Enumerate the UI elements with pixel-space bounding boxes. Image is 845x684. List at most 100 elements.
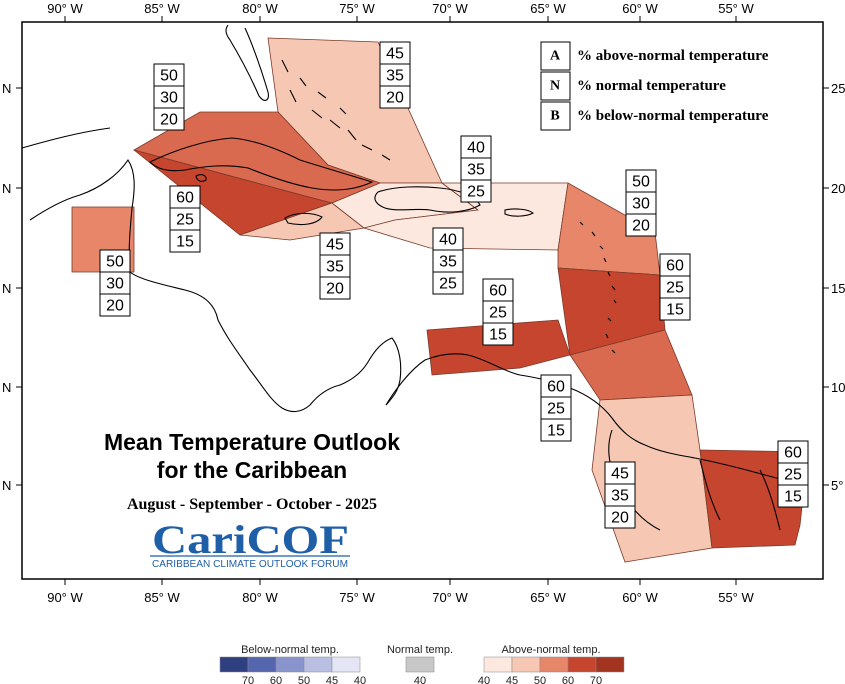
prob-value-n: 30: [106, 276, 124, 293]
lat-label-left: N: [2, 81, 11, 96]
logo-text: CariCOF: [152, 517, 349, 562]
lon-label: 75° W: [339, 590, 375, 605]
coastline-us-gulf: [21, 127, 111, 149]
lon-label: 65° W: [530, 590, 566, 605]
coastline-central-america: [29, 159, 402, 413]
prob-value-n: 25: [547, 401, 565, 418]
prob-value-a: 45: [611, 466, 629, 483]
lat-label-right: 15: [831, 281, 845, 296]
map-title: Mean Temperature Outlook: [104, 429, 400, 455]
prob-box-b: [169, 229, 201, 253]
prob-box-b: [432, 271, 464, 295]
region-abc-islands: [426, 319, 571, 376]
scale-swatch-normal: [405, 656, 435, 673]
color-scale: Below-normal temp. Normal temp. Above-no…: [219, 644, 625, 684]
prob-value-a: 45: [386, 46, 404, 63]
prob-value-b: 15: [176, 234, 194, 251]
lat-label-right: 5°: [831, 478, 843, 493]
lon-label: 75° W: [339, 1, 375, 16]
prob-value-n: 35: [326, 259, 344, 276]
prob-value-a: 50: [632, 174, 650, 191]
key-label: % below-normal temperature: [577, 108, 769, 124]
logo-tagline: CARIBBEAN CLIMATE OUTLOOK FORUM: [152, 559, 348, 570]
longitude-labels-bottom: 90° W 85° W 80° W 75° W 70° W 65° W 60° …: [47, 590, 754, 605]
longitude-labels-top: 90° W 85° W 80° W 75° W 70° W 65° W 60° …: [47, 1, 754, 16]
scale-swatch-below: [303, 656, 333, 673]
prob-box-b: [777, 484, 809, 508]
lat-label-right: 20: [831, 181, 845, 196]
coastline-florida: [225, 24, 269, 101]
prob-value-b: 20: [326, 281, 344, 298]
scale-swatch-below: [275, 656, 305, 673]
lon-label: 85° W: [144, 1, 180, 16]
key-box: [540, 71, 571, 101]
lon-label: 85° W: [144, 590, 180, 605]
prob-value-n: 30: [160, 90, 178, 107]
probability-boxes: 45 35 20 50 30 20 40 35 25 60 25 15 45 35 20 40 35 25 50 30…: [99, 41, 809, 529]
lat-label-left: N: [2, 281, 11, 296]
lon-label: 90° W: [47, 1, 83, 16]
prob-value-n: 30: [632, 196, 650, 213]
tick-marks: [16, 16, 829, 585]
prob-value-a: 50: [106, 254, 124, 271]
prob-box-b: [99, 293, 131, 317]
coastline-bahamas: [281, 59, 391, 161]
prob-value-a: 60: [784, 445, 802, 462]
lon-label: 55° W: [718, 590, 754, 605]
lon-label: 70° W: [432, 590, 468, 605]
scale-tick-above: 40: [478, 675, 490, 684]
prob-value-b: 15: [784, 489, 802, 506]
key-label: % above-normal temperature: [577, 48, 769, 64]
scale-swatch-above: [539, 656, 569, 673]
lon-label: 90° W: [47, 590, 83, 605]
key: A N B % above-normal temperature % norma…: [540, 41, 769, 131]
key-letter: B: [550, 109, 559, 124]
prob-value-a: 60: [489, 283, 507, 300]
lat-label-right: 25: [831, 81, 845, 96]
latitude-labels: N N N N N 25 20 15 10 5°: [2, 81, 845, 493]
prob-value-n: 25: [784, 467, 802, 484]
scale-swatch-above: [595, 656, 625, 673]
prob-box-b: [659, 297, 691, 321]
lat-label-left: N: [2, 478, 11, 493]
scale-swatch-above: [483, 656, 513, 673]
lat-label-left: N: [2, 380, 11, 395]
scale-swatch-below: [247, 656, 277, 673]
lat-label-left: N: [2, 181, 11, 196]
key-letter: A: [550, 49, 561, 64]
prob-box-b: [625, 213, 657, 237]
coastlines: [21, 24, 807, 531]
key-label: % normal temperature: [577, 78, 726, 94]
scale-title-normal: Normal temp.: [387, 644, 453, 656]
prob-value-b: 25: [439, 276, 457, 293]
prob-value-n: 35: [611, 488, 629, 505]
coastline-jamaica: [284, 212, 323, 226]
prob-value-a: 50: [160, 68, 178, 85]
season-label: August - September - October - 2025: [127, 496, 377, 513]
prob-value-a: 45: [326, 237, 344, 254]
prob-value-b: 20: [632, 218, 650, 235]
prob-value-b: 15: [666, 302, 684, 319]
prob-value-b: 20: [106, 298, 124, 315]
prob-box-b: [482, 322, 514, 346]
prob-value-a: 40: [467, 140, 485, 157]
lon-label: 80° W: [242, 1, 278, 16]
scale-tick-above: 70: [590, 675, 602, 684]
prob-value-n: 35: [467, 162, 485, 179]
scale-tick-normal: 40: [414, 675, 426, 684]
lon-label: 70° W: [432, 1, 468, 16]
coastline-south-america: [385, 353, 807, 491]
key-letter: N: [550, 79, 560, 94]
prob-box-b: [319, 276, 351, 300]
prob-value-b: 20: [611, 510, 629, 527]
prob-box-b: [153, 107, 185, 131]
scale-title-below: Below-normal temp.: [241, 644, 339, 656]
prob-value-a: 60: [666, 258, 684, 275]
scale-tick-below: 60: [270, 675, 282, 684]
coastline-isla-juventud: [195, 174, 207, 182]
prob-value-b: 25: [467, 184, 485, 201]
lon-label: 55° W: [718, 1, 754, 16]
scale-swatches: 70 60 50 45 40 40 40 45 50 60 70: [219, 656, 625, 684]
lon-label: 60° W: [622, 590, 658, 605]
